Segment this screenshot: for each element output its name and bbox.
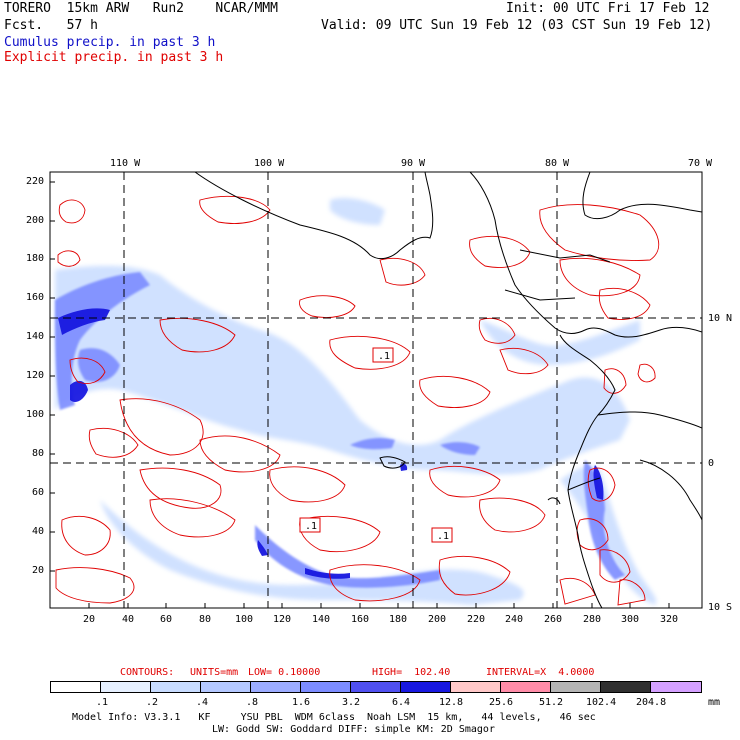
coastlines — [194, 172, 702, 608]
colorbar-label-5: 3.2 — [342, 697, 361, 708]
cumulus-legend-label: Cumulus precip. in past 3 h — [4, 35, 216, 50]
lon-label-100w: 100 W — [254, 158, 285, 169]
precip-heavy-shading — [58, 308, 604, 579]
colorbar-label-7: 12.8 — [439, 697, 464, 708]
colorbar-label-9: 51.2 — [539, 697, 564, 708]
x-tick-140: 140 — [312, 614, 331, 625]
x-tick-60: 60 — [160, 614, 173, 625]
colorbar-swatch-3 — [200, 681, 251, 693]
y-tick-120: 120 — [26, 370, 45, 381]
y-tick-160: 160 — [26, 292, 45, 303]
colorbar-label-2: .4 — [196, 697, 209, 708]
colorbar-label-6: 6.4 — [392, 697, 411, 708]
y-tick-200: 200 — [26, 215, 45, 226]
colorbar-swatch-5 — [300, 681, 351, 693]
colorbar-label-3: .8 — [246, 697, 259, 708]
model-title: TORERO 15km ARW Run2 NCAR/MMM — [4, 1, 278, 16]
x-tick-280: 280 — [583, 614, 602, 625]
valid-time: Valid: 09 UTC Sun 19 Feb 12 (03 CST Sun … — [321, 18, 713, 33]
x-tick-40: 40 — [122, 614, 135, 625]
y-tick-60: 60 — [32, 487, 45, 498]
y-tick-140: 140 — [26, 331, 45, 342]
lon-label-70w: 70 W — [688, 158, 713, 169]
model-physics-line: LW: Godd SW: Goddard DIFF: simple KM: 2D… — [212, 724, 495, 735]
y-tick-220: 220 — [26, 176, 45, 187]
colorbar-units: mm — [708, 697, 721, 708]
y-tick-20: 20 — [32, 565, 45, 576]
map-frame — [49, 171, 703, 609]
x-tick-80: 80 — [199, 614, 212, 625]
forecast-hour: Fcst. 57 h — [4, 18, 98, 33]
colorbar-label-8: 25.6 — [489, 697, 514, 708]
x-axis-ticks — [88, 603, 670, 608]
x-tick-160: 160 — [351, 614, 370, 625]
colorbar-swatch-12 — [650, 681, 702, 693]
lon-label-80w: 80 W — [545, 158, 570, 169]
contour-box-label-1: .1 — [378, 351, 390, 362]
x-tick-260: 260 — [544, 614, 563, 625]
lat-label-10s: 10 S — [708, 602, 733, 613]
colorbar-swatch-10 — [550, 681, 601, 693]
y-tick-100: 100 — [26, 409, 45, 420]
contour-low: LOW= 0.10000 — [248, 667, 321, 678]
contour-title: CONTOURS: — [120, 667, 175, 678]
x-tick-20: 20 — [83, 614, 96, 625]
init-time: Init: 00 UTC Fri 17 Feb 12 — [506, 1, 710, 16]
lon-label-90w: 90 W — [401, 158, 426, 169]
x-tick-200: 200 — [428, 614, 447, 625]
y-tick-40: 40 — [32, 526, 45, 537]
explicit-precip-contours — [55, 195, 660, 606]
x-tick-240: 240 — [505, 614, 524, 625]
colorbar-swatch-6 — [350, 681, 401, 693]
colorbar-swatch-1 — [100, 681, 151, 693]
colorbar-label-0: .1 — [96, 697, 109, 708]
model-info-line: Model Info: V3.3.1 KF YSU PBL WDM 6class… — [72, 712, 596, 723]
colorbar-swatch-2 — [150, 681, 201, 693]
contour-high: HIGH= 102.40 — [372, 667, 451, 678]
contour-units: UNITS=mm — [190, 667, 239, 678]
x-tick-300: 300 — [621, 614, 640, 625]
lon-label-110w: 110 W — [110, 158, 141, 169]
colorbar-label-11: 204.8 — [636, 697, 667, 708]
lat-label-10n: 10 N — [708, 313, 733, 324]
colorbar-label-10: 102.4 — [586, 697, 617, 708]
x-tick-180: 180 — [389, 614, 408, 625]
explicit-legend-label: Explicit precip. in past 3 h — [4, 50, 224, 65]
colorbar-label-4: 1.6 — [292, 697, 311, 708]
y-tick-180: 180 — [26, 253, 45, 264]
precip-mid-shading — [55, 272, 625, 588]
colorbar-swatch-7 — [400, 681, 451, 693]
x-tick-100: 100 — [235, 614, 254, 625]
contour-box-label-3: .1 — [437, 531, 449, 542]
colorbar-swatch-4 — [250, 681, 301, 693]
contour-box-label-2: .1 — [305, 521, 317, 532]
contour-value-boxes — [299, 347, 453, 543]
colorbar-swatch-11 — [600, 681, 651, 693]
y-tick-80: 80 — [32, 448, 45, 459]
colorbar-swatch-0 — [50, 681, 101, 693]
colorbar — [50, 681, 702, 693]
colorbar-label-1: .2 — [146, 697, 159, 708]
x-tick-120: 120 — [273, 614, 292, 625]
colorbar-swatch-8 — [450, 681, 501, 693]
lat-lon-grid — [50, 172, 702, 608]
contour-interval: INTERVAL=X 4.0000 — [486, 667, 595, 678]
x-tick-220: 220 — [467, 614, 486, 625]
y-axis-ticks — [50, 181, 55, 572]
x-tick-320: 320 — [660, 614, 679, 625]
lat-label-0: 0 — [708, 458, 715, 469]
colorbar-swatch-9 — [500, 681, 551, 693]
